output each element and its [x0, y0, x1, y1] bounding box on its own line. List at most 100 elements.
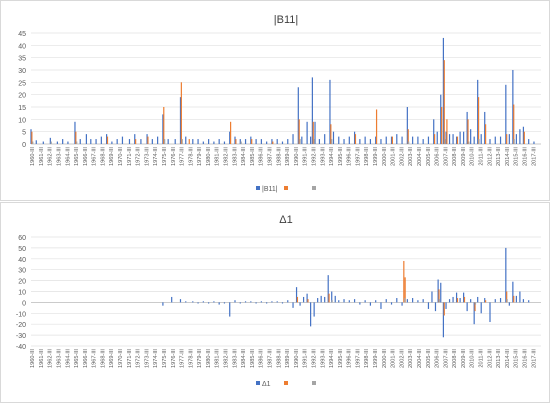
x-tick-label: 1991-III: [303, 147, 309, 166]
bar-1-77: [515, 295, 517, 303]
bar-1-39: [250, 136, 252, 144]
y-tick-label: 30: [18, 68, 26, 75]
x-tick-label: 1973-III: [144, 349, 150, 368]
x-tick-label: 2008-III: [452, 349, 458, 368]
bar-1-12: [234, 300, 236, 303]
y-tick-label: 20: [18, 279, 26, 286]
bar-1-45: [281, 141, 284, 144]
bar-1-73: [417, 136, 419, 144]
bar-2-7: [456, 298, 459, 303]
bar-1-89: [477, 79, 479, 144]
bar-1-72: [412, 136, 414, 144]
bar-1-38: [348, 300, 350, 303]
legend-swatch-1: [256, 186, 260, 190]
x-tick-label: 1979-III: [197, 349, 203, 368]
bar-3-5: [240, 141, 242, 144]
bar-1-11: [95, 139, 97, 144]
bar-1-8: [79, 139, 81, 144]
bar-2-25: [477, 97, 480, 144]
bar-3-11: [468, 141, 470, 144]
bar-1-34: [331, 291, 333, 303]
x-tick-label: 2015-III: [514, 147, 520, 166]
bar-1-83: [455, 136, 458, 144]
bar-1-81: [448, 134, 451, 144]
bar-1-80: [528, 300, 530, 303]
x-tick-label: 1966-III: [83, 147, 89, 166]
x-tick-label: 2004-III: [417, 147, 423, 166]
x-tick-label: 1988-III: [276, 349, 282, 368]
x-tick-label: 1982-III: [224, 349, 230, 368]
bar-1-76: [512, 281, 514, 303]
x-tick-label: 1983-III: [232, 147, 238, 166]
bar-2-18: [407, 129, 409, 144]
bar-1-66: [470, 299, 472, 303]
x-tick-label: 2017-III: [531, 349, 537, 368]
x-tick-label: 2015-III: [514, 349, 520, 368]
bar-1-5: [197, 302, 199, 304]
bar-1-49: [301, 136, 303, 144]
bar-1-44: [276, 139, 278, 144]
bar-3-2: [438, 299, 441, 303]
bar-1-27: [306, 293, 308, 303]
y-tick-label: -10: [16, 311, 26, 318]
bar-1-18: [266, 302, 268, 304]
x-tick-label: 1980-III: [206, 349, 212, 368]
y-tick-label: 0: [22, 300, 26, 307]
bar-2-29: [523, 131, 525, 144]
x-tick-label: 1993-III: [320, 349, 326, 368]
bar-1-0: [30, 129, 32, 144]
x-tick-label: 2000-III: [382, 147, 388, 166]
bar-1-98: [515, 134, 517, 144]
bar-1-79: [522, 299, 525, 303]
bar-2-28: [513, 104, 515, 144]
bar-1-62: [359, 139, 361, 144]
x-tick-label: 1981-III: [215, 147, 221, 166]
bar-1-40: [359, 302, 361, 305]
bar-1-0: [162, 302, 164, 306]
bar-1-47: [396, 298, 398, 303]
x-tick-label: 1965-III: [74, 147, 80, 166]
x-tick-label: 1976-III: [171, 147, 177, 166]
x-tick-label: 1975-III: [162, 349, 168, 368]
bar-1-77: [436, 131, 438, 144]
x-tick-label: 2013-III: [496, 349, 502, 368]
bar-2-8: [230, 121, 232, 144]
y-tick-label: -40: [16, 344, 26, 351]
y-tick-label: 35: [18, 56, 26, 63]
bar-2-5: [163, 107, 165, 144]
bar-1-33: [327, 275, 329, 303]
x-tick-label: 1993-III: [320, 147, 326, 166]
x-tick-label: 1992-III: [311, 147, 317, 166]
bar-1-54: [431, 291, 433, 303]
bar-2-12: [298, 119, 300, 144]
x-tick-label: 2005-III: [426, 147, 432, 166]
x-tick-label: 1966-III: [83, 349, 89, 368]
x-tick-label: 1997-III: [355, 349, 361, 368]
bar-2-13: [312, 121, 314, 144]
y-tick-label: -20: [16, 322, 26, 329]
bar-1-20: [276, 301, 278, 303]
bar-1-71: [406, 107, 408, 144]
bar-1-9: [218, 302, 220, 305]
x-tick-label: 1987-III: [267, 147, 273, 166]
bar-2-6: [443, 302, 445, 316]
x-tick-label: 1979-III: [197, 147, 203, 166]
x-tick-label: 2014-III: [505, 349, 511, 368]
bar-1-61: [452, 296, 454, 303]
x-tick-label: 1978-III: [188, 147, 194, 166]
bar-2-6: [180, 82, 182, 144]
x-tick-label: 1963-III: [56, 147, 62, 166]
x-tick-label: 1989-III: [285, 147, 291, 166]
chart-delta1-svg: Δ1 -40 -30 -20 -10 0 10 20 30 40 50 60 1960-III 1961-…: [16, 214, 541, 388]
x-tick-label: 1980-III: [206, 147, 212, 166]
legend-swatch-2: [284, 186, 288, 190]
bar-1-31: [320, 295, 322, 303]
bar-1-8: [213, 301, 215, 303]
x-tick-label: 1967-III: [92, 349, 98, 368]
x-tick-label: 2001-III: [391, 147, 397, 166]
x-tick-label: 2012-III: [487, 147, 493, 166]
bar-1-57: [332, 131, 335, 144]
x-tick-label: 1968-III: [100, 147, 106, 166]
x-tick-label: 1998-III: [364, 147, 370, 166]
bar-1-30: [317, 298, 319, 303]
